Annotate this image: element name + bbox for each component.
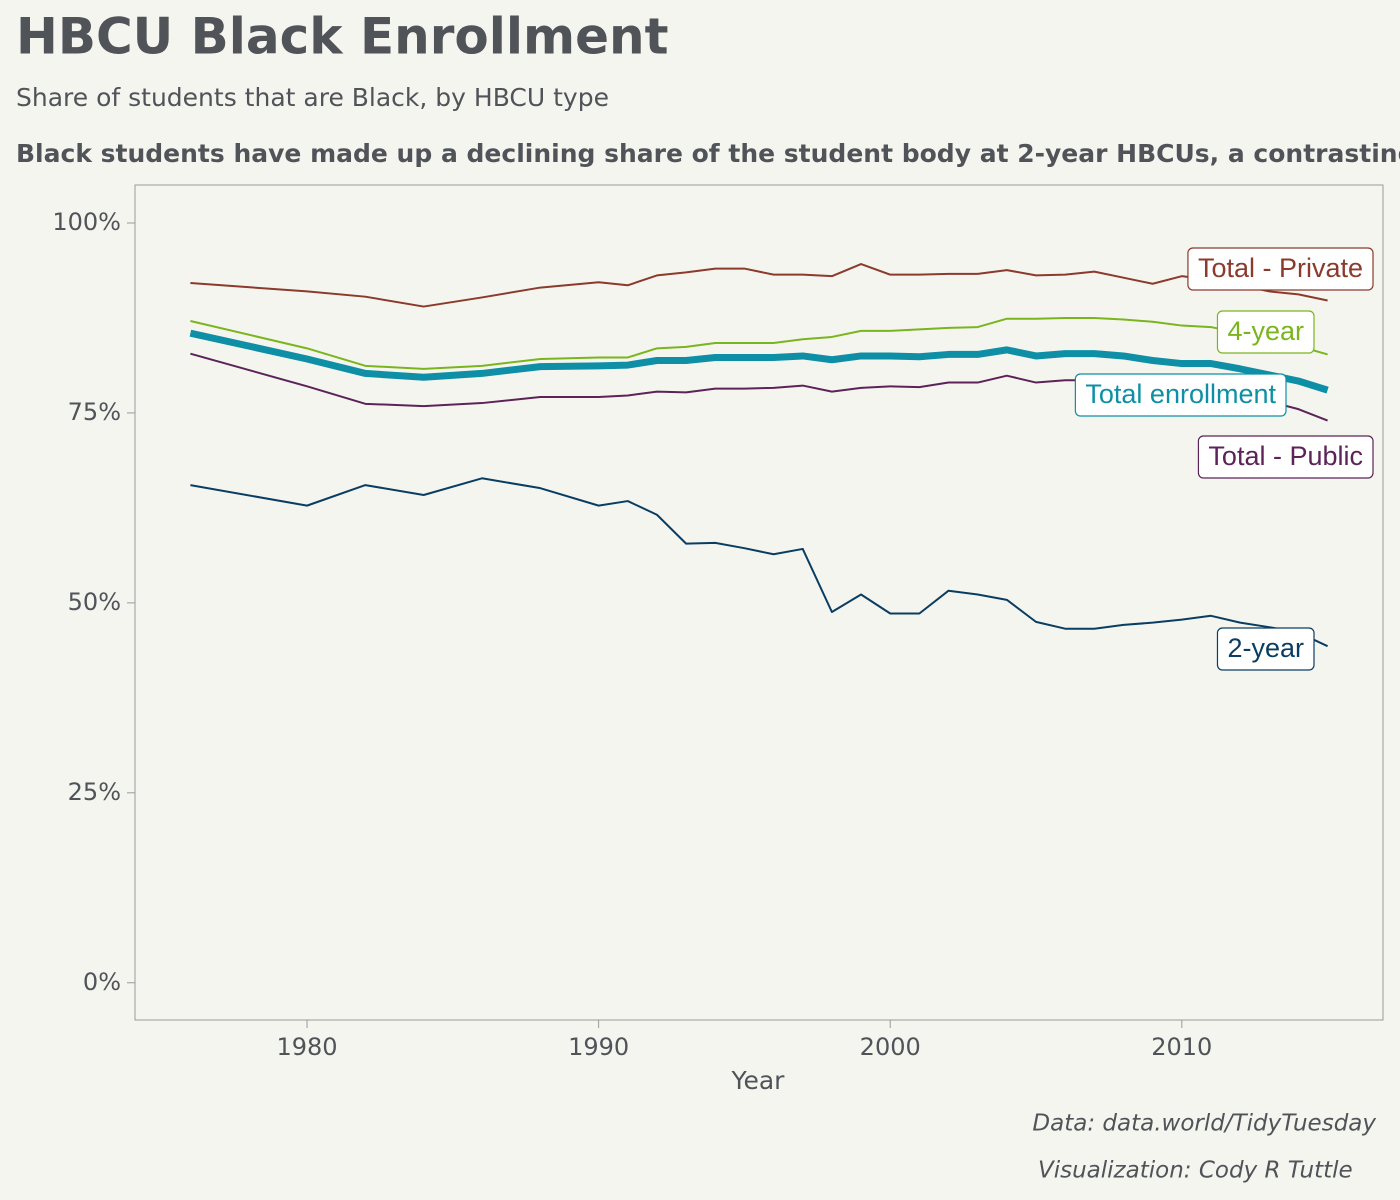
y-tick-label: 100% (52, 208, 121, 236)
series-line (189, 329, 1329, 394)
y-tick-label: 0% (83, 968, 121, 996)
legend-box (1187, 247, 1374, 291)
y-tick-label: 75% (68, 398, 121, 426)
x-tick-label: 2010 (1151, 1033, 1212, 1061)
x-tick-label: 1990 (568, 1033, 629, 1061)
source-note: Data: data.world/TidyTuesday (1032, 1111, 1376, 1137)
x-tick-label: 2000 (860, 1033, 921, 1061)
credit-note: Visualization: Cody R Tuttle (1038, 1158, 1353, 1184)
legend-label: Total - Public (1208, 441, 1363, 471)
y-tick-label: 25% (68, 778, 121, 806)
chart-subtitle: Share of students that are Black, by HBC… (16, 83, 609, 112)
chart-title: HBCU Black Enrollment (16, 8, 669, 66)
chart-caption: Black students have made up a declining … (16, 139, 1400, 168)
legend-label: Total - Private (1198, 253, 1363, 283)
series-line (190, 477, 1329, 648)
legend-box (1216, 627, 1315, 671)
legend-label: Total enrollment (1085, 379, 1276, 409)
legend-label: 2-year (1227, 633, 1304, 663)
y-tick-label: 50% (68, 588, 121, 616)
series-line (190, 316, 1328, 370)
x-tick-label: 1980 (276, 1033, 337, 1061)
legend-label: 4-year (1227, 316, 1304, 346)
legend-box (1197, 435, 1374, 479)
legend-box (1216, 310, 1315, 354)
x-axis-label: Year (731, 1066, 786, 1095)
legend-box (1074, 373, 1287, 417)
series-line (190, 263, 1328, 308)
